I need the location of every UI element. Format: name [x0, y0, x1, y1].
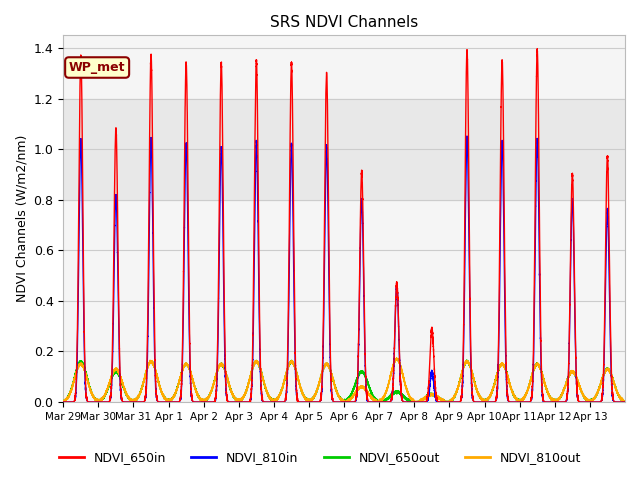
Bar: [63, 98, 625, 200]
Text: WP_met: WP_met: [69, 61, 125, 74]
Y-axis label: NDVI Channels (W/m2/nm): NDVI Channels (W/m2/nm): [15, 135, 28, 302]
Title: SRS NDVI Channels: SRS NDVI Channels: [270, 15, 419, 30]
Legend: NDVI_650in, NDVI_810in, NDVI_650out, NDVI_810out: NDVI_650in, NDVI_810in, NDVI_650out, NDV…: [54, 446, 586, 469]
